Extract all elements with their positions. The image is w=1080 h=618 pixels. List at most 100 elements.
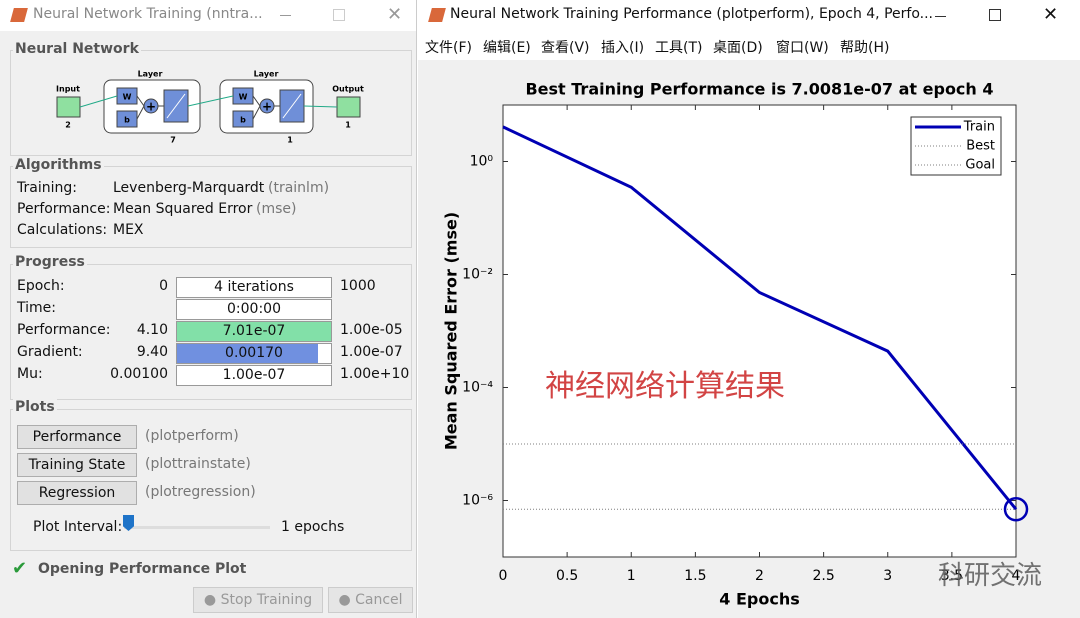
algorithm-value: Levenberg-Marquardt	[113, 180, 265, 196]
progress-end: 1000	[340, 278, 376, 294]
progress-end: 1.00e-05	[340, 322, 403, 338]
x-tick-label: 0.5	[556, 568, 578, 584]
input-size: 2	[65, 121, 71, 130]
plot-button[interactable]: Training State	[17, 453, 137, 477]
progress-field: 0.00170	[176, 343, 332, 364]
progress-start: 0	[159, 278, 168, 294]
left-window: Neural Network Training (nntra... ✕ Neur…	[0, 0, 417, 618]
y-axis-label: Mean Squared Error (mse)	[442, 212, 461, 450]
chart: Best Training Performance is 7.0081e-07 …	[442, 80, 1029, 609]
progress-field: 0:00:00	[176, 299, 332, 320]
menu-item[interactable]: 工具(T)	[655, 40, 703, 56]
weight: W	[239, 93, 248, 102]
network-group	[10, 50, 412, 156]
group-heading: Plots	[13, 399, 57, 415]
stop-button[interactable]: ● Stop Training	[193, 587, 323, 613]
slider-track	[124, 526, 270, 529]
button-label: Cancel	[355, 592, 403, 608]
progress-label: Gradient:	[17, 344, 83, 360]
progress-end: 1.00e-07	[340, 344, 403, 360]
legend-label: Train	[963, 120, 995, 135]
watermark: 科研交流	[938, 561, 1043, 591]
weight: W	[123, 93, 132, 102]
interval-label: Plot Interval:	[33, 519, 123, 535]
legend-label: Goal	[965, 158, 995, 173]
algorithm-fn: (mse)	[256, 201, 297, 217]
algorithm-fn: (trainlm)	[268, 180, 330, 196]
window-title: Neural Network Training (nntra...	[33, 6, 263, 22]
interval-value: 1 epochs	[281, 519, 345, 535]
plots-group	[10, 409, 412, 551]
minimize[interactable]	[280, 15, 291, 16]
menu-item[interactable]: 窗口(W)	[776, 40, 829, 56]
close[interactable]: ✕	[387, 4, 403, 25]
progress-label: Mu:	[17, 366, 43, 382]
plot-fn: (plotregression)	[145, 484, 256, 500]
bias: b	[124, 116, 130, 125]
title-bar	[0, 0, 416, 31]
menu-item[interactable]: 桌面(D)	[713, 40, 763, 56]
x-tick-label: 1.5	[684, 568, 706, 584]
legend-label: Best	[966, 139, 995, 154]
y-tick-label: 10⁻⁶	[462, 493, 493, 509]
x-axis-label: 4 Epochs	[719, 590, 799, 609]
progress-field: 4 iterations	[176, 277, 332, 298]
x-tick-label: 2	[755, 568, 764, 584]
svg-text:+: +	[146, 100, 156, 114]
layer-label: Layer	[254, 70, 279, 79]
plot-fn: (plotperform)	[145, 428, 239, 444]
progress-start: 9.40	[136, 344, 168, 360]
cancel-button[interactable]: ● Cancel	[328, 587, 413, 613]
plot-button[interactable]: Regression	[17, 481, 137, 505]
maximize[interactable]	[333, 9, 345, 21]
slider-thumb[interactable]	[123, 515, 134, 531]
progress-label: Performance:	[17, 322, 111, 338]
algorithms-group	[10, 166, 412, 248]
algorithm-label: Training:	[17, 180, 77, 196]
plot-fn: (plottrainstate)	[145, 456, 251, 472]
x-tick-label: 3	[883, 568, 892, 584]
layer-label: Layer	[138, 70, 163, 79]
menu-item[interactable]: 查看(V)	[541, 40, 590, 56]
progress-field: 1.00e-07	[176, 365, 332, 386]
status: Opening Performance Plot	[38, 561, 247, 577]
menu-item[interactable]: 帮助(H)	[840, 40, 890, 56]
menu-item[interactable]: 文件(F)	[425, 40, 472, 56]
y-tick-label: 10⁻²	[462, 267, 493, 283]
minimize[interactable]	[935, 16, 946, 17]
algorithm-label: Calculations:	[17, 222, 108, 238]
menu-item[interactable]: 编辑(E)	[483, 40, 531, 56]
y-tick-label: 10⁰	[470, 154, 494, 170]
close[interactable]: ✕	[1043, 4, 1059, 25]
menu-bar	[418, 32, 1080, 60]
output-label: Output	[332, 85, 364, 94]
window-title: Neural Network Training Performance (plo…	[450, 6, 933, 22]
x-tick-label: 3.5	[941, 568, 963, 584]
group-heading: Algorithms	[13, 157, 104, 173]
best-marker	[1003, 496, 1029, 522]
menu-item[interactable]: 插入(I)	[601, 40, 645, 56]
algorithm-value: MEX	[113, 222, 144, 238]
title-bar	[418, 0, 1080, 32]
x-tick-label: 1	[627, 568, 636, 584]
output-size: 1	[345, 121, 351, 130]
annotation: 神经网络计算结果	[545, 369, 785, 404]
diagram-shapes: + +	[56, 79, 361, 134]
y-tick-label: 10⁻⁴	[462, 380, 493, 396]
group-heading: Neural Network	[13, 41, 141, 57]
group-heading: Progress	[13, 254, 87, 270]
progress-start: 0.00100	[110, 366, 168, 382]
progress-label: Time:	[17, 300, 56, 316]
svg-text:+: +	[262, 100, 272, 114]
plot-button[interactable]: Performance	[17, 425, 137, 449]
layer-size: 7	[170, 136, 176, 145]
network-diagram: + + Input 2 Layer W b 7 Layer W b 1 Outp…	[56, 70, 364, 145]
input-label: Input	[56, 85, 80, 94]
progress-end: 1.00e+10	[340, 366, 410, 382]
x-tick-label: 4	[1012, 568, 1021, 584]
maximize[interactable]	[989, 9, 1001, 21]
chart-title: Best Training Performance is 7.0081e-07 …	[525, 80, 993, 99]
plot-frame	[502, 104, 1017, 558]
right-window: Neural Network Training Performance (plo…	[418, 0, 1080, 618]
